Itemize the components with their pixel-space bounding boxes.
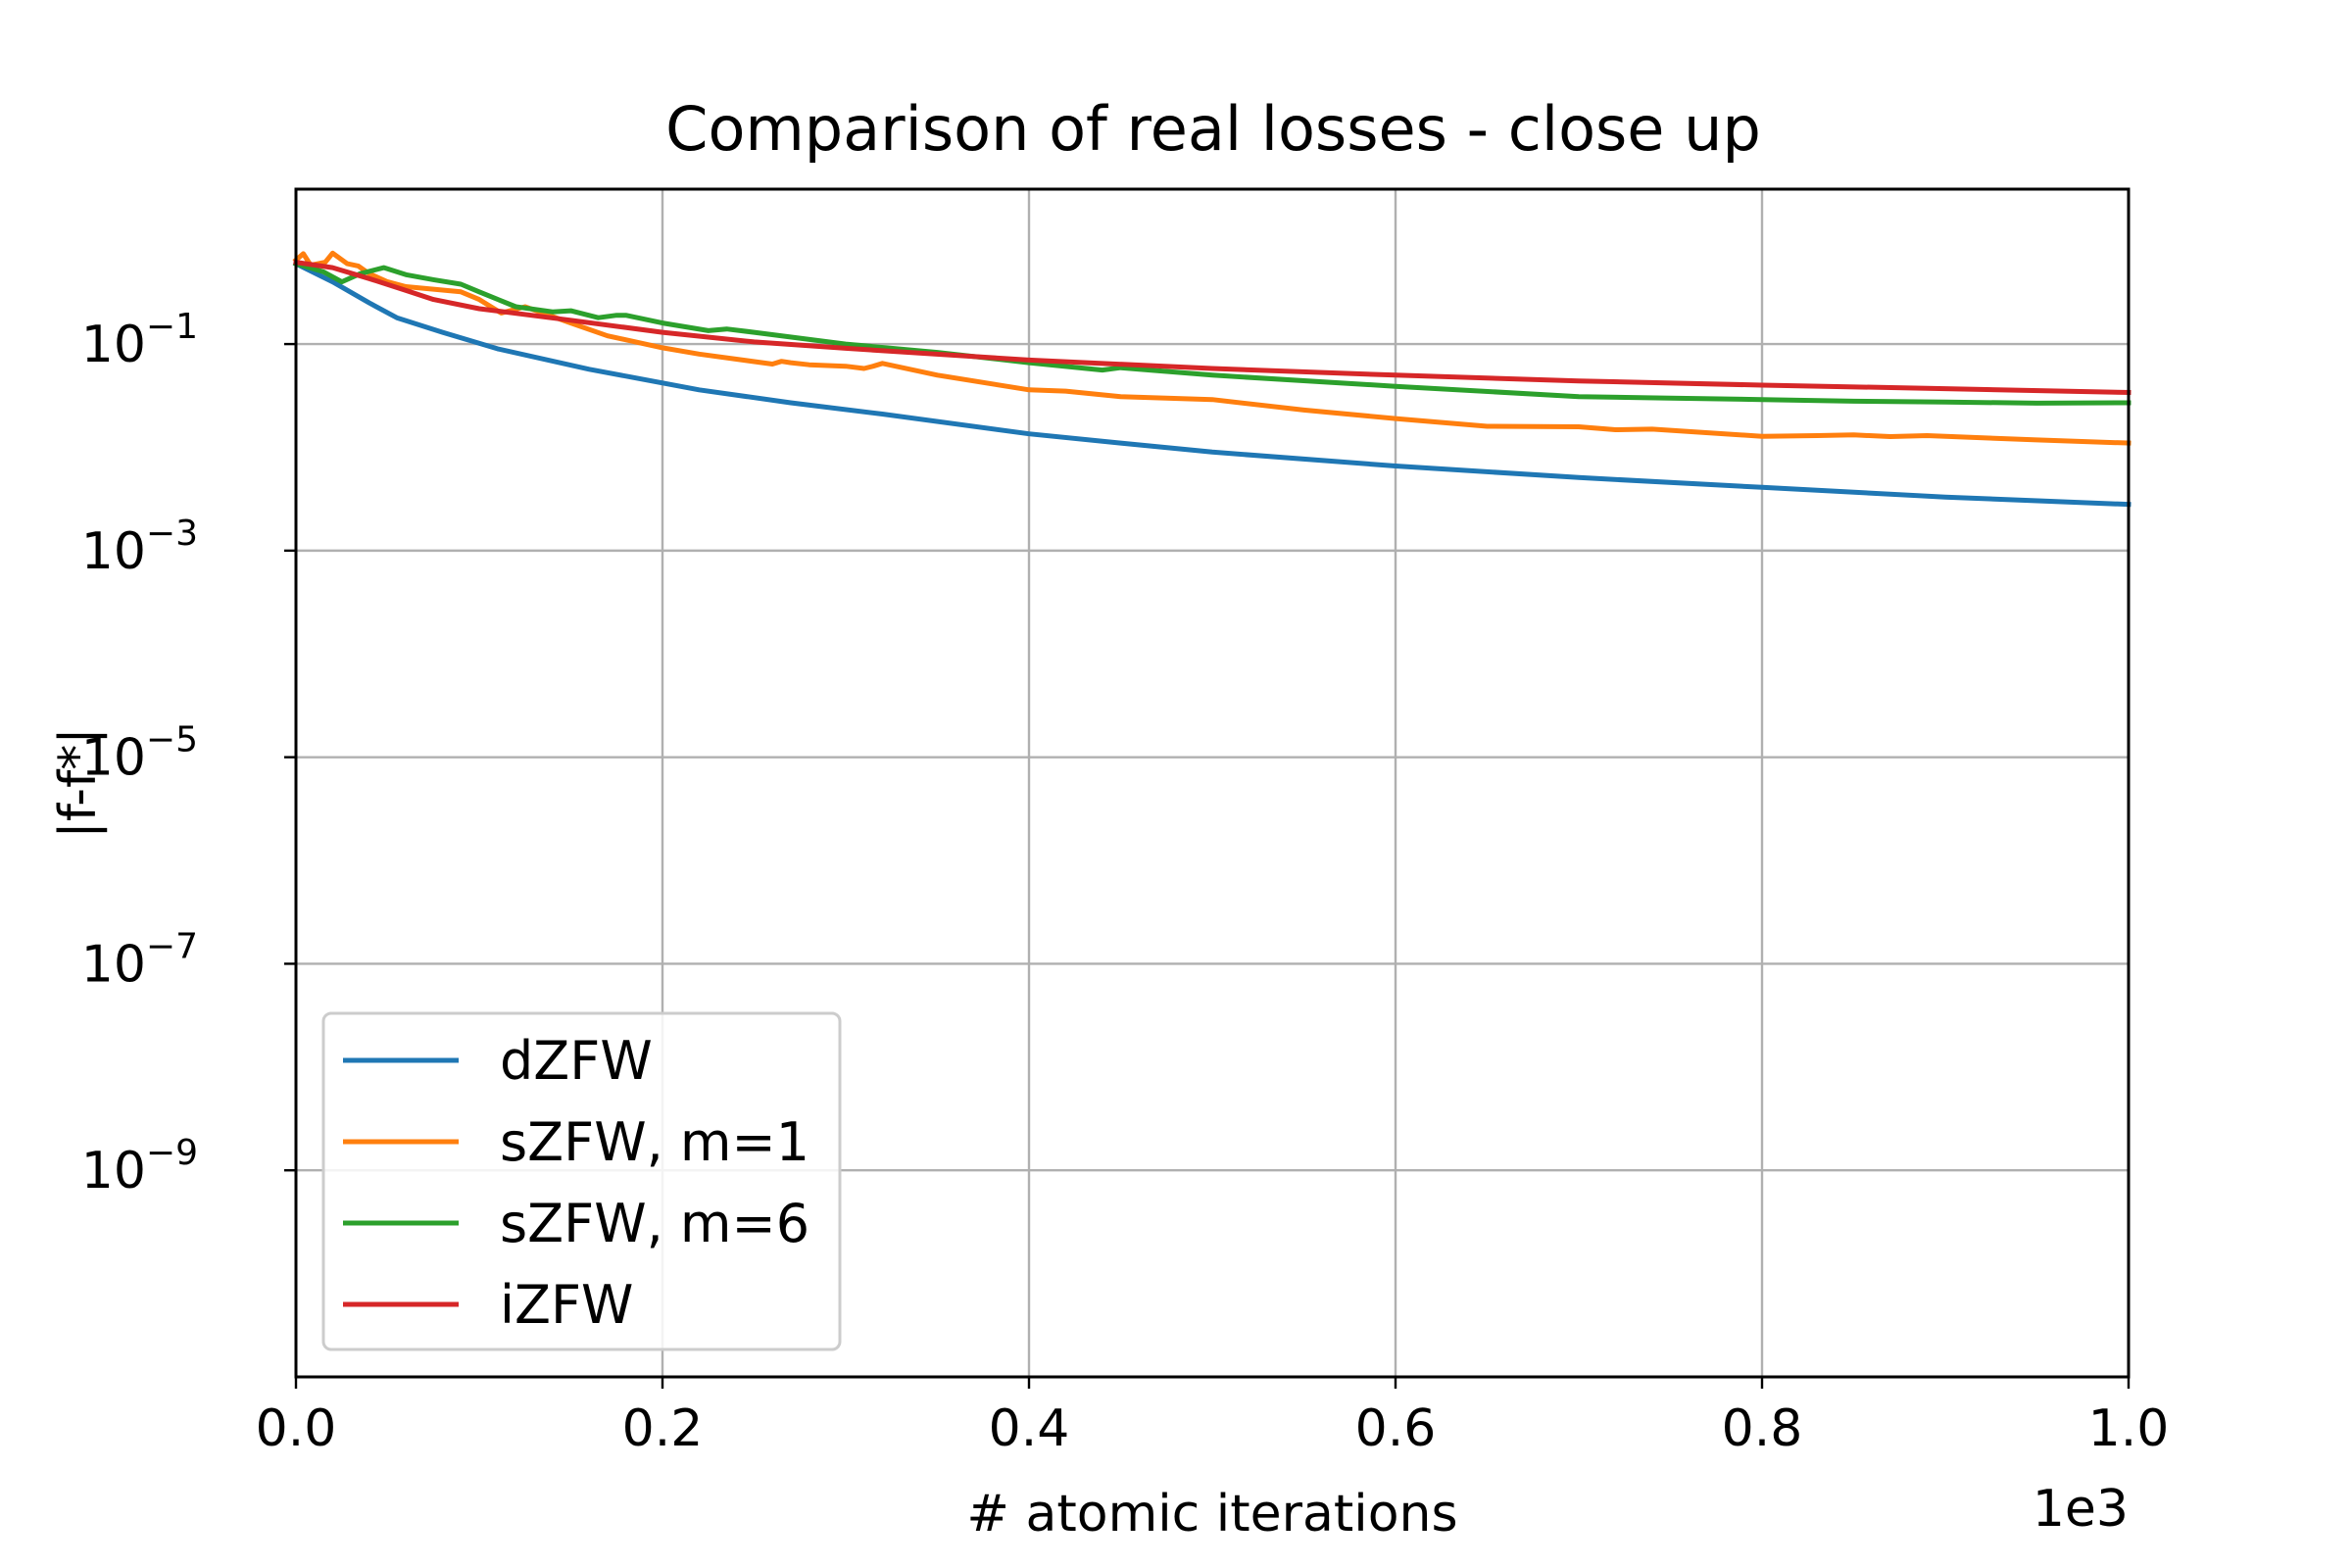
x-tick-label: 0.6 xyxy=(1355,1399,1437,1458)
x-tick-label: 0.4 xyxy=(989,1399,1070,1458)
y-tick-base: 10 xyxy=(81,1142,146,1200)
legend-box xyxy=(321,1011,842,1351)
legend: dZFW sZFW, m=1 sZFW, m=6 iZFW xyxy=(321,1011,842,1351)
legend-label: iZFW xyxy=(500,1274,633,1336)
series-line-1 xyxy=(292,250,2132,446)
y-tick-exponent: −1 xyxy=(146,307,198,347)
y-tick-exponent: −9 xyxy=(146,1133,198,1173)
y-axis: 10−110−310−510−710−9 xyxy=(81,307,296,1200)
y-tick-label: 10−9 xyxy=(81,1133,198,1200)
y-tick-label: 10−1 xyxy=(81,307,198,374)
y-tick-label: 10−7 xyxy=(81,926,198,994)
plot-frame xyxy=(294,187,2131,1379)
x-tick-label: 1.0 xyxy=(2088,1399,2170,1458)
x-tick-label: 0.2 xyxy=(622,1399,704,1458)
y-tick-exponent: −5 xyxy=(146,720,198,760)
x-axis-label: # atomic iterations xyxy=(966,1485,1457,1544)
y-tick-base: 10 xyxy=(81,316,146,374)
legend-label: sZFW, m=1 xyxy=(500,1111,809,1173)
legend-label: sZFW, m=6 xyxy=(500,1193,809,1254)
chart-title: Comparison of real losses - close up xyxy=(665,93,1761,165)
legend-label: dZFW xyxy=(500,1030,653,1092)
x-tick-label: 0.8 xyxy=(1722,1399,1803,1458)
series-line-0 xyxy=(292,260,2132,508)
x-tick-label: 0.0 xyxy=(256,1399,337,1458)
series-lines xyxy=(292,250,2132,508)
y-tick-base: 10 xyxy=(81,522,146,581)
x-axis: 0.0 0.2 0.4 0.6 0.8 1.0 xyxy=(256,1377,2170,1458)
y-tick-label: 10−3 xyxy=(81,514,198,581)
y-axis-label: |f-f*| xyxy=(49,727,108,839)
y-tick-label: 10−5 xyxy=(81,720,198,788)
y-tick-exponent: −3 xyxy=(146,514,198,554)
grid xyxy=(294,189,2131,1377)
y-tick-base: 10 xyxy=(81,729,146,788)
series-line-2 xyxy=(292,260,2132,406)
x-axis-offset-label: 1e3 xyxy=(2033,1480,2129,1539)
y-tick-base: 10 xyxy=(81,935,146,994)
y-tick-exponent: −7 xyxy=(146,926,198,966)
series-line-3 xyxy=(293,259,2132,396)
